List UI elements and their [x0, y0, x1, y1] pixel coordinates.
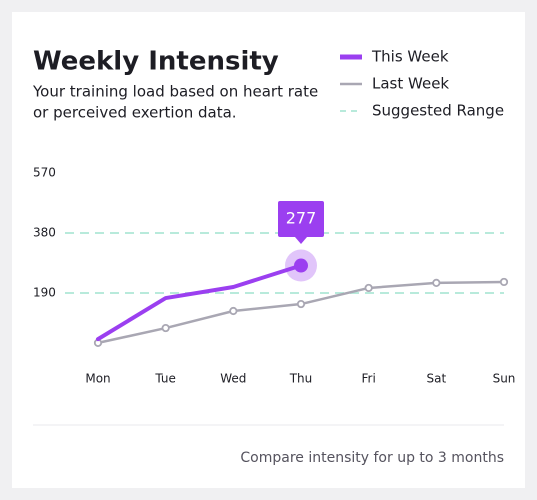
- subtitle: or perceived exertion data.: [33, 104, 237, 122]
- tooltip-pointer: [295, 237, 307, 244]
- x-tick-label: Wed: [220, 372, 246, 386]
- legend-label: Last Week: [372, 75, 449, 93]
- point: [161, 323, 170, 333]
- y-tick-label: 570: [33, 166, 56, 180]
- card: [12, 12, 525, 488]
- point: [229, 306, 238, 316]
- legend-label: Suggested Range: [372, 102, 504, 120]
- x-tick-label: Fri: [362, 372, 376, 386]
- y-tick-label: 190: [33, 286, 56, 300]
- highlight-point: [294, 258, 308, 273]
- x-tick-label: Sat: [426, 372, 446, 386]
- x-tick-label: Sun: [493, 372, 516, 386]
- footer-link[interactable]: Compare intensity for up to 3 months: [240, 450, 504, 466]
- tooltip-label: 277: [286, 209, 317, 228]
- subtitle: Your training load based on heart rate: [32, 83, 318, 101]
- x-tick-label: Mon: [85, 372, 110, 386]
- point: [364, 283, 373, 293]
- x-tick-label: Thu: [289, 372, 313, 386]
- point: [296, 299, 306, 309]
- y-tick-label: 380: [33, 226, 56, 240]
- x-tick-label: Tue: [154, 372, 176, 386]
- point: [499, 277, 509, 287]
- point: [432, 278, 441, 287]
- tooltip: [278, 201, 324, 237]
- legend-label: This Week: [371, 48, 449, 66]
- chart-title: Weekly Intensity: [33, 47, 279, 77]
- series-line: [96, 263, 303, 342]
